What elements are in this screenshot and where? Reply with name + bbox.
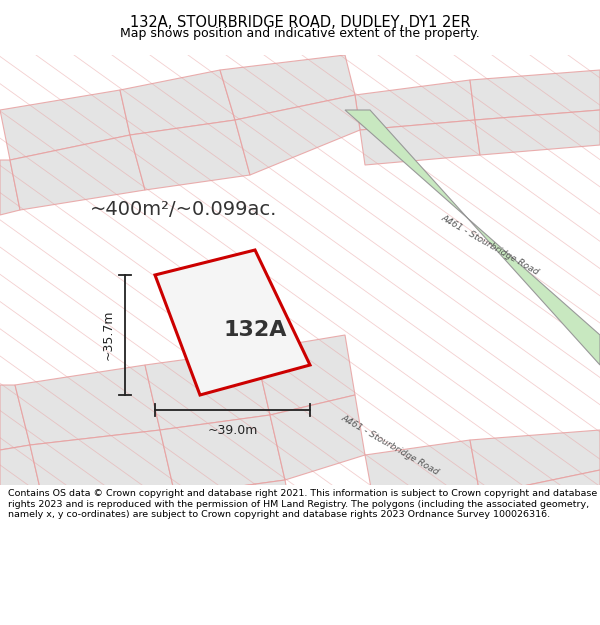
Polygon shape — [490, 510, 600, 605]
Polygon shape — [0, 510, 55, 570]
Polygon shape — [355, 80, 475, 130]
Text: 132A: 132A — [223, 320, 287, 340]
Text: Map shows position and indicative extent of the property.: Map shows position and indicative extent… — [120, 27, 480, 39]
Polygon shape — [345, 110, 600, 365]
Polygon shape — [295, 510, 385, 590]
Polygon shape — [235, 95, 360, 175]
Polygon shape — [475, 110, 600, 155]
Polygon shape — [120, 70, 235, 135]
Polygon shape — [0, 565, 65, 625]
Polygon shape — [0, 445, 45, 515]
Text: Contains OS data © Crown copyright and database right 2021. This information is : Contains OS data © Crown copyright and d… — [8, 489, 597, 519]
Polygon shape — [385, 550, 500, 620]
Text: 132A, STOURBRIDGE ROAD, DUDLEY, DY1 2ER: 132A, STOURBRIDGE ROAD, DUDLEY, DY1 2ER — [130, 16, 470, 31]
Polygon shape — [175, 480, 295, 550]
Polygon shape — [220, 55, 355, 120]
Text: ~400m²/~0.099ac.: ~400m²/~0.099ac. — [90, 200, 277, 219]
Polygon shape — [15, 365, 160, 445]
Text: A461 - Stourbridge Road: A461 - Stourbridge Road — [340, 413, 440, 477]
Polygon shape — [470, 70, 600, 120]
Polygon shape — [10, 135, 145, 210]
Polygon shape — [255, 335, 355, 415]
Polygon shape — [365, 440, 480, 510]
Polygon shape — [145, 350, 270, 430]
Polygon shape — [130, 120, 250, 190]
Text: A461 - Stourbridge Road: A461 - Stourbridge Road — [439, 213, 541, 277]
Polygon shape — [270, 395, 365, 480]
Polygon shape — [470, 430, 600, 495]
Polygon shape — [160, 415, 285, 495]
Text: ~39.0m: ~39.0m — [208, 424, 257, 437]
Polygon shape — [375, 495, 490, 565]
Polygon shape — [55, 550, 195, 620]
Polygon shape — [45, 495, 185, 565]
Polygon shape — [0, 160, 20, 215]
Polygon shape — [360, 120, 480, 165]
Polygon shape — [155, 250, 310, 395]
Polygon shape — [305, 565, 395, 625]
Polygon shape — [0, 90, 130, 160]
Polygon shape — [0, 385, 30, 450]
Polygon shape — [185, 535, 305, 605]
Polygon shape — [480, 470, 600, 550]
Text: ~35.7m: ~35.7m — [102, 310, 115, 360]
Polygon shape — [30, 430, 175, 510]
